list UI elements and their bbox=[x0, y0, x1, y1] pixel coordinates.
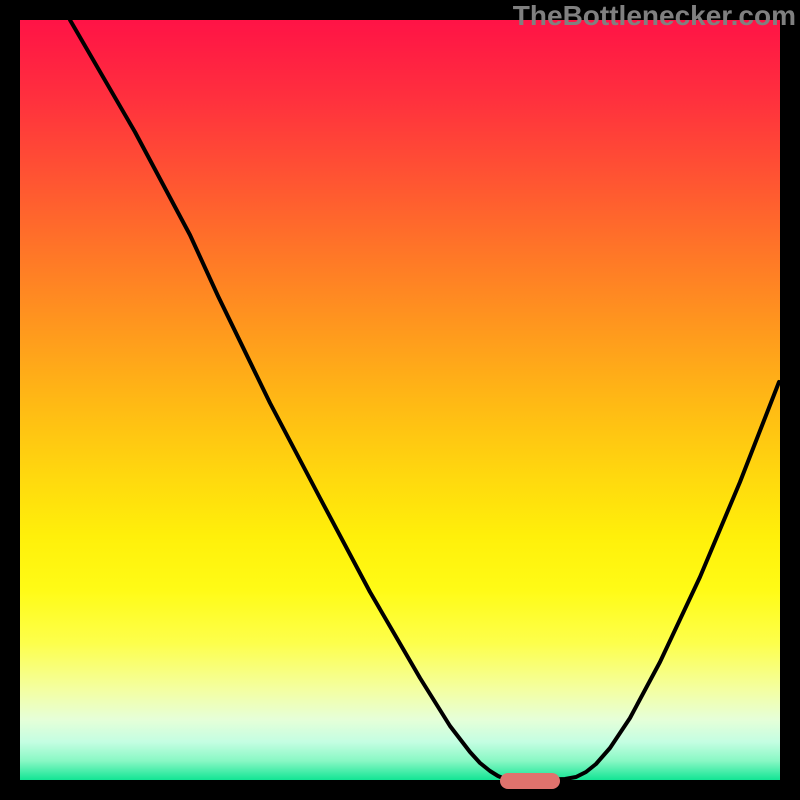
optimal-marker bbox=[500, 773, 560, 789]
chart-container: TheBottlenecker.com bbox=[0, 0, 800, 800]
watermark: TheBottlenecker.com bbox=[513, 0, 796, 32]
plot-area bbox=[20, 20, 780, 780]
bottleneck-curve bbox=[20, 20, 780, 780]
